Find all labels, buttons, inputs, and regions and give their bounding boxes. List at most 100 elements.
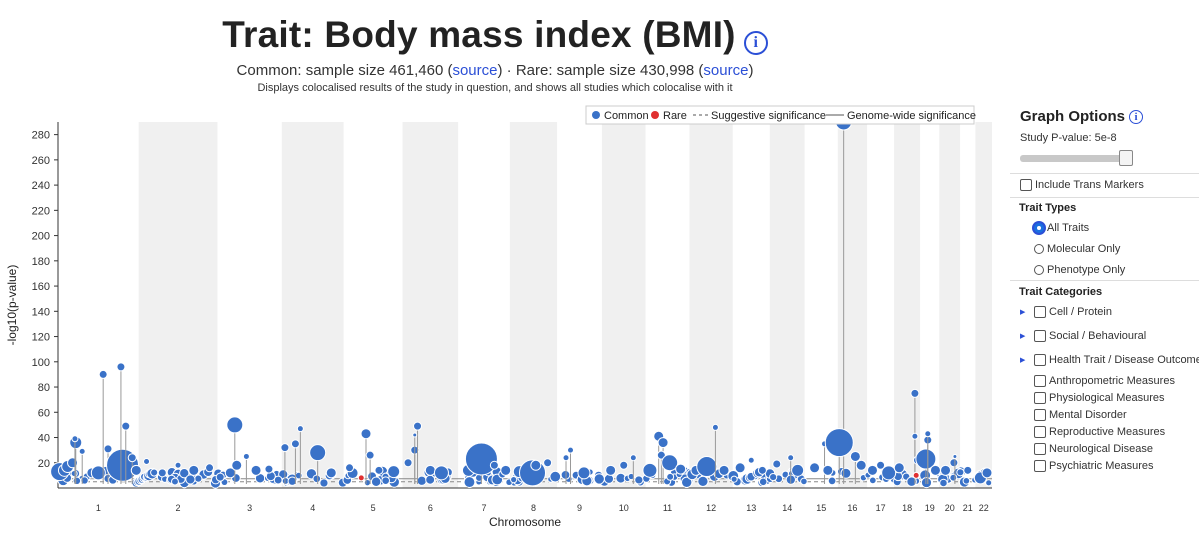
chromosome-band	[975, 122, 992, 488]
baseline-point	[150, 468, 159, 477]
trait-type-molecular[interactable]: Molecular Only	[1034, 243, 1120, 255]
trait-type-phenotype[interactable]: Phenotype Only	[1034, 264, 1125, 276]
include-trans-checkbox[interactable]	[1020, 179, 1032, 191]
chromosome-band	[689, 122, 733, 488]
common-point	[734, 462, 746, 474]
expand-triangle-icon[interactable]: ▶	[1020, 333, 1026, 340]
baseline-point	[666, 472, 675, 481]
legend-box	[585, 105, 975, 125]
category-cell-protein[interactable]: ▶ Cell / Protein	[1020, 306, 1112, 318]
expand-triangle-icon[interactable]: ▶	[1020, 309, 1026, 316]
common-point	[403, 458, 413, 468]
baseline-point	[681, 476, 693, 488]
baseline-point	[962, 477, 971, 485]
baseline-point	[319, 478, 329, 488]
info-icon[interactable]: i	[743, 30, 768, 55]
x-tick-label: 2	[176, 503, 181, 513]
expand-triangle-icon[interactable]: ▶	[1020, 357, 1026, 364]
common-point	[915, 448, 937, 470]
category-checkbox[interactable]	[1034, 409, 1046, 421]
category-checkbox[interactable]	[1034, 375, 1046, 387]
category-label: Cell / Protein	[1049, 306, 1112, 318]
category-social[interactable]: ▶ Social / Behavioural	[1020, 330, 1146, 342]
category-checkbox[interactable]	[1034, 460, 1046, 472]
chromosome-band	[281, 122, 344, 488]
common-point	[90, 465, 106, 481]
trait-type-all[interactable]: All Traits	[1034, 222, 1089, 234]
common-point	[605, 464, 617, 476]
rare-point	[357, 474, 365, 482]
category-checkbox[interactable]	[1034, 330, 1046, 342]
category-physiological[interactable]: Physiological Measures	[1034, 392, 1165, 404]
radio-phenotype-only[interactable]	[1034, 265, 1044, 275]
category-label: Neurological Disease	[1049, 443, 1153, 455]
category-checkbox[interactable]	[1034, 354, 1046, 366]
common-point	[675, 463, 687, 475]
baseline-point	[80, 476, 89, 485]
pvalue-slider-track[interactable]	[1020, 155, 1130, 162]
baseline-point	[294, 471, 303, 480]
baseline-point	[840, 467, 852, 479]
source-link-common[interactable]: source	[452, 62, 498, 79]
category-health[interactable]: ▶ Health Trait / Disease Outcome	[1020, 354, 1199, 366]
trait-type-label: Phenotype Only	[1047, 264, 1126, 276]
y-axis-label: -log10(p-value)	[5, 265, 19, 346]
page-title: Trait: Body mass index (BMI)	[222, 14, 736, 55]
common-point	[791, 463, 805, 477]
common-point	[188, 464, 200, 476]
radio-all-traits[interactable]	[1034, 223, 1044, 233]
legend-genome-wide-label: Genome-wide significance	[847, 110, 976, 122]
x-tick-label: 6	[428, 503, 433, 513]
baseline-point	[769, 472, 778, 482]
common-point	[866, 464, 878, 476]
category-anthropometric[interactable]: Anthropometric Measures	[1034, 375, 1175, 387]
graph-options-info-icon[interactable]: i	[1129, 110, 1143, 125]
common-point	[309, 444, 327, 462]
x-tick-label: 14	[782, 503, 792, 513]
include-trans-row[interactable]: Include Trans Markers	[1020, 179, 1144, 191]
common-point	[98, 369, 108, 379]
trait-type-label: All Traits	[1047, 222, 1090, 234]
common-point	[374, 465, 384, 475]
x-tick-label: 18	[902, 503, 912, 513]
y-tick-label: 100	[32, 357, 50, 369]
category-neurological[interactable]: Neurological Disease	[1034, 443, 1153, 455]
category-mental[interactable]: Mental Disorder	[1034, 409, 1127, 421]
common-point	[360, 428, 372, 440]
common-point	[231, 459, 243, 471]
x-tick-label: 8	[531, 503, 536, 513]
common-point	[696, 456, 718, 478]
category-checkbox[interactable]	[1034, 443, 1046, 455]
baseline-point	[287, 476, 297, 486]
common-point	[911, 432, 919, 440]
common-point	[577, 466, 591, 480]
radio-molecular-only[interactable]	[1034, 244, 1044, 254]
category-checkbox[interactable]	[1034, 306, 1046, 318]
source-link-rare[interactable]: source	[703, 62, 749, 79]
baseline-point	[72, 476, 82, 486]
common-point	[952, 453, 958, 459]
y-tick-label: 60	[38, 407, 50, 419]
common-point	[543, 458, 553, 468]
baseline-point	[906, 476, 917, 487]
category-psychiatric[interactable]: Psychiatric Measures	[1034, 460, 1154, 472]
category-checkbox[interactable]	[1034, 426, 1046, 438]
baseline-point	[179, 468, 190, 479]
category-reproductive[interactable]: Reproductive Measures	[1034, 426, 1165, 438]
description: Displays colocalised results of the stud…	[257, 82, 733, 94]
baseline-point	[593, 473, 605, 485]
baseline-point	[939, 478, 948, 488]
trait-type-label: Molecular Only	[1047, 243, 1121, 255]
y-tick-label: 220	[32, 205, 50, 217]
common-point	[809, 462, 821, 474]
common-point	[757, 465, 767, 475]
common-point	[822, 464, 834, 476]
common-point	[296, 425, 304, 433]
common-point	[629, 454, 637, 462]
pvalue-slider-thumb[interactable]	[1118, 150, 1133, 166]
baseline-point	[185, 474, 196, 485]
x-tick-label: 11	[663, 503, 672, 513]
category-checkbox[interactable]	[1034, 392, 1046, 404]
common-point	[205, 463, 215, 473]
manhattan-plot: 1 2 3 4 5 6 7 8 9 10 11 12 13 14 15 16 17 18 19 20 21 2220406…	[5, 105, 993, 529]
